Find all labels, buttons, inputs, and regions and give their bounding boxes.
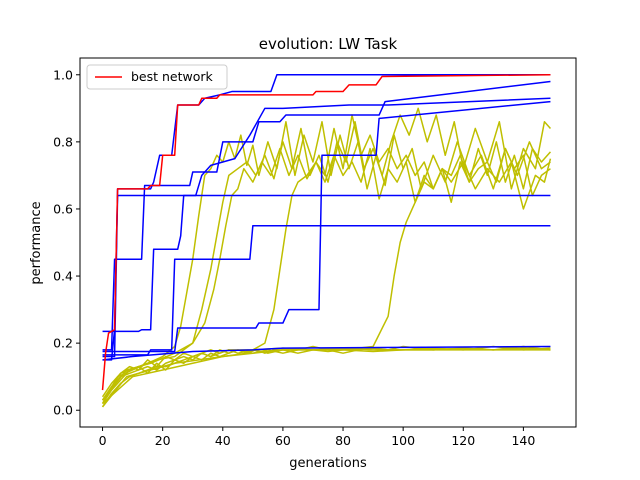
- series-line-best-network: [101, 74, 551, 391]
- y-axis: 0.0 0.2 0.4 0.6 0.8 1.0: [53, 67, 80, 418]
- axes-frame: [79, 57, 577, 428]
- series-line-5: [102, 224, 551, 356]
- x-tick-label: 120: [451, 433, 475, 448]
- x-tick-label: 20: [155, 433, 171, 448]
- y-tick-label: 0.4: [53, 269, 73, 284]
- y-tick-label: 0.2: [53, 336, 73, 351]
- y-tick-label: 0.6: [53, 201, 73, 216]
- y-tick-label: 1.0: [53, 67, 73, 82]
- series-layer: [101, 74, 552, 408]
- x-tick-label: 60: [275, 433, 291, 448]
- legend-label-best-network: best network: [131, 69, 214, 84]
- plot-area: [79, 57, 577, 428]
- x-tick-label: 40: [215, 433, 231, 448]
- x-tick-label: 0: [99, 433, 107, 448]
- series-line-4: [102, 97, 551, 333]
- legend: best network: [86, 64, 228, 90]
- series-line-16: [101, 347, 551, 398]
- series-line-6: [102, 100, 551, 353]
- legend-box: [86, 64, 228, 90]
- y-axis-label: performance: [29, 201, 44, 284]
- x-axis: 0 20 40 60 80 100 120 140: [99, 427, 535, 448]
- x-tick-label: 100: [391, 433, 415, 448]
- x-tick-label: 140: [511, 433, 535, 448]
- y-tick-label: 0.0: [53, 403, 73, 418]
- series-line-10: [101, 147, 552, 401]
- series-line-3: [102, 80, 551, 351]
- x-tick-label: 80: [335, 433, 351, 448]
- series-line-7: [102, 345, 551, 361]
- x-axis-label: generations: [289, 456, 367, 471]
- series-line-11: [101, 114, 551, 408]
- chart-title: evolution: LW Task: [259, 35, 398, 53]
- y-tick-label: 0.8: [53, 134, 73, 149]
